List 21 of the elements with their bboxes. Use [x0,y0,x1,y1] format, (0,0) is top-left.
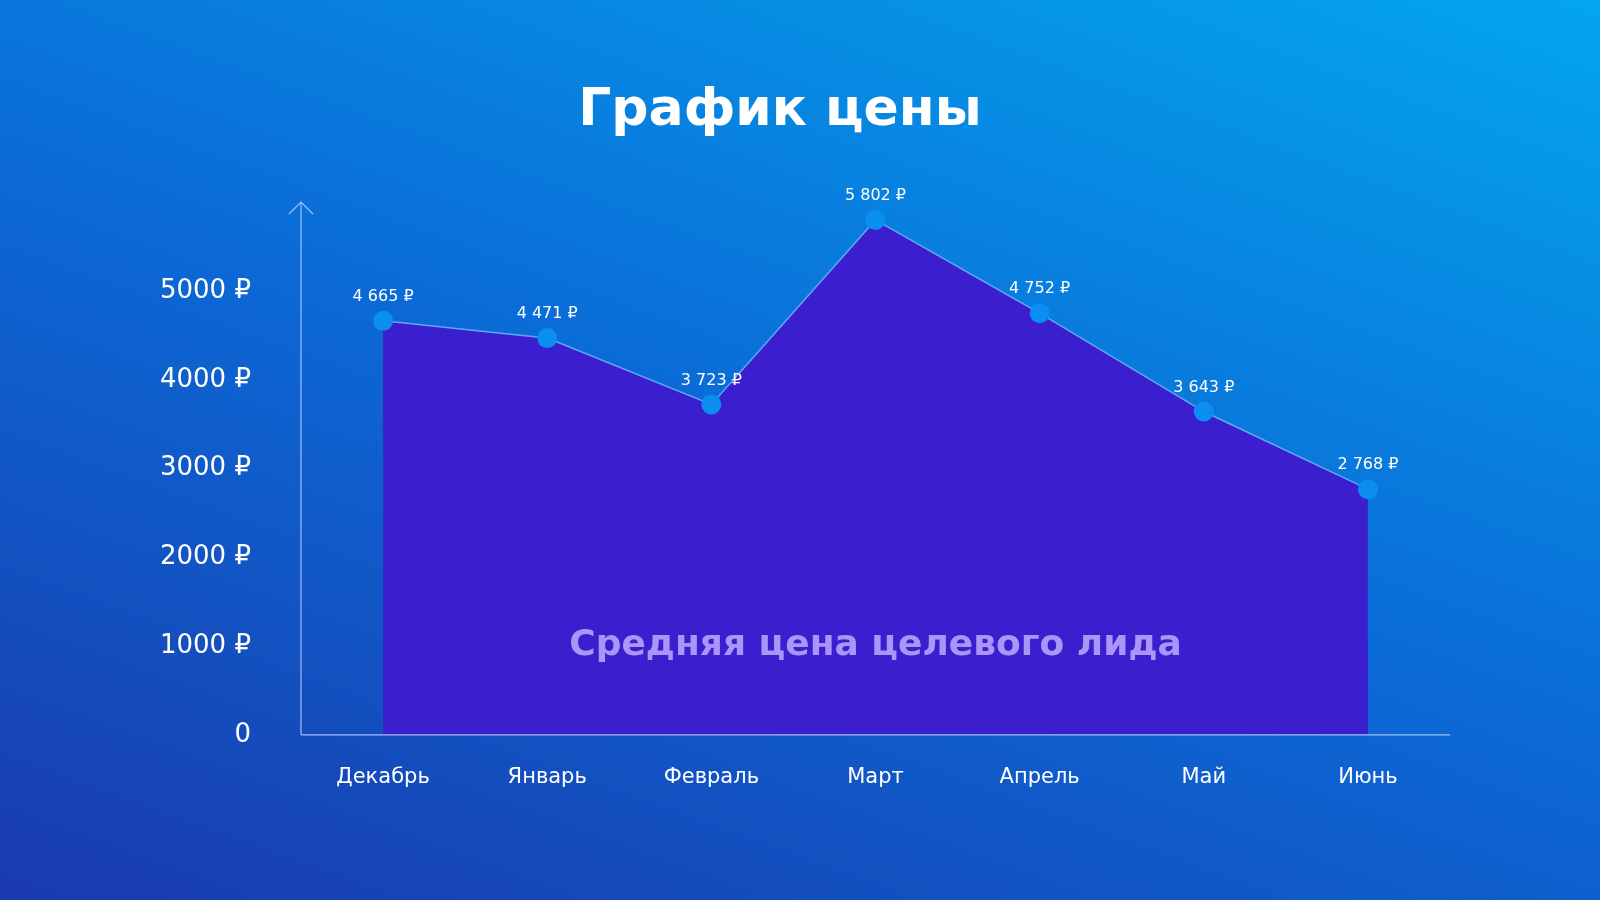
data-label: 4 665 ₽ [352,286,414,306]
y-tick-label: 4000 ₽ [159,362,251,393]
data-label: 3 643 ₽ [1173,376,1235,396]
y-tick-label: 2000 ₽ [159,540,251,571]
x-tick-label: Апрель [999,763,1080,788]
annotation: Средняя цена целевого лида [569,622,1182,664]
y-tick-label: 5000 ₽ [159,273,251,304]
y-tick-label: 3000 ₽ [159,451,251,482]
x-tick-label: Июнь [1338,763,1398,788]
x-tick-label: Февраль [663,763,760,788]
data-label: 2 768 ₽ [1337,454,1399,474]
data-label: 5 802 ₽ [844,185,907,205]
y-tick-label: 1000 ₽ [159,628,251,659]
x-tick-label: Январь [507,763,587,788]
y-tick-label: 0 [234,717,251,748]
data-label: 4 752 ₽ [1009,278,1071,298]
x-tick-label: Декабрь [336,763,430,788]
data-label: 4 471 ₽ [516,303,578,323]
x-tick-label: Март [847,763,904,788]
x-tick-label: Май [1181,763,1227,788]
chart-title: График цены [578,76,982,137]
